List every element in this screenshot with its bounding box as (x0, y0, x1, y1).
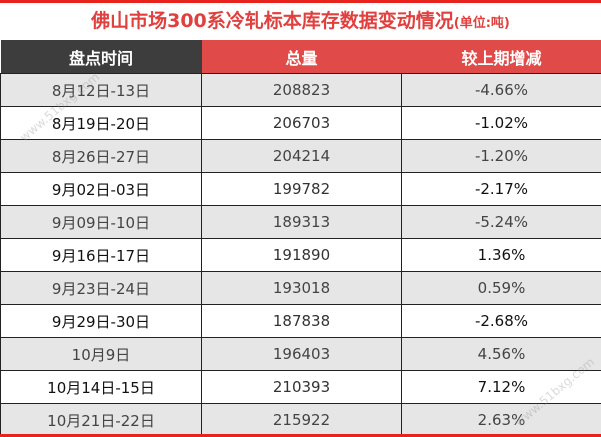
date-cell: 10月9日 (0, 337, 202, 371)
total-cell: 204214 (201, 139, 402, 173)
change-cell: -5.24% (401, 205, 601, 239)
table-row: 9月09日-10日 189313 -5.24% (0, 205, 601, 239)
header-change: 较上期增减 (401, 40, 601, 74)
date-cell: 8月26日-27日 (0, 139, 202, 173)
title-text: 佛山市场300系冷轧标本库存数据变动情况 (91, 10, 454, 32)
date-cell: 9月23日-24日 (0, 271, 202, 305)
change-cell: 4.56% (401, 337, 601, 371)
table-row: 10月14日-15日 210393 7.12% (0, 370, 601, 404)
change-cell: -1.02% (401, 106, 601, 140)
total-cell: 199782 (201, 172, 402, 206)
date-cell: 9月29日-30日 (0, 304, 202, 338)
bottom-accent-line (0, 434, 601, 437)
page-title: 佛山市场300系冷轧标本库存数据变动情况(单位:吨) (0, 6, 601, 39)
total-cell: 196403 (201, 337, 402, 371)
table-row: 8月12日-13日 208823 -4.66% (0, 73, 601, 107)
table-row: 8月19日-20日 206703 -1.02% (0, 106, 601, 140)
total-cell: 215922 (201, 403, 402, 437)
table-row: 9月16日-17日 191890 1.36% (0, 238, 601, 272)
table-row: 9月29日-30日 187838 -2.68% (0, 304, 601, 338)
total-cell: 187838 (201, 304, 402, 338)
change-cell: 7.12% (401, 370, 601, 404)
table-header: 盘点时间 总量 较上期增减 (0, 40, 601, 74)
change-cell: -1.20% (401, 139, 601, 173)
total-cell: 208823 (201, 73, 402, 107)
date-cell: 10月14日-15日 (0, 370, 202, 404)
top-accent-line (0, 0, 601, 3)
table-row: 10月21日-22日 215922 2.63% (0, 403, 601, 437)
header-date: 盘点时间 (0, 40, 202, 74)
inventory-table: 盘点时间 总量 较上期增减 8月12日-13日 208823 -4.66% 8月19日… (0, 40, 601, 437)
change-cell: 0.59% (401, 271, 601, 305)
table-row: 8月26日-27日 204214 -1.20% (0, 139, 601, 173)
date-cell: 8月12日-13日 (0, 73, 202, 107)
total-cell: 193018 (201, 271, 402, 305)
change-cell: 1.36% (401, 238, 601, 272)
table-row: 9月02日-03日 199782 -2.17% (0, 172, 601, 206)
header-total: 总量 (201, 40, 402, 74)
date-cell: 9月02日-03日 (0, 172, 202, 206)
change-cell: -2.68% (401, 304, 601, 338)
change-cell: -4.66% (401, 73, 601, 107)
change-cell: -2.17% (401, 172, 601, 206)
date-cell: 10月21日-22日 (0, 403, 202, 437)
date-cell: 9月16日-17日 (0, 238, 202, 272)
total-cell: 191890 (201, 238, 402, 272)
date-cell: 8月19日-20日 (0, 106, 202, 140)
table-row: 9月23日-24日 193018 0.59% (0, 271, 601, 305)
total-cell: 189313 (201, 205, 402, 239)
total-cell: 210393 (201, 370, 402, 404)
change-cell: 2.63% (401, 403, 601, 437)
unit-label: (单位:吨) (453, 16, 510, 31)
total-cell: 206703 (201, 106, 402, 140)
table-row: 10月9日 196403 4.56% (0, 337, 601, 371)
date-cell: 9月09日-10日 (0, 205, 202, 239)
